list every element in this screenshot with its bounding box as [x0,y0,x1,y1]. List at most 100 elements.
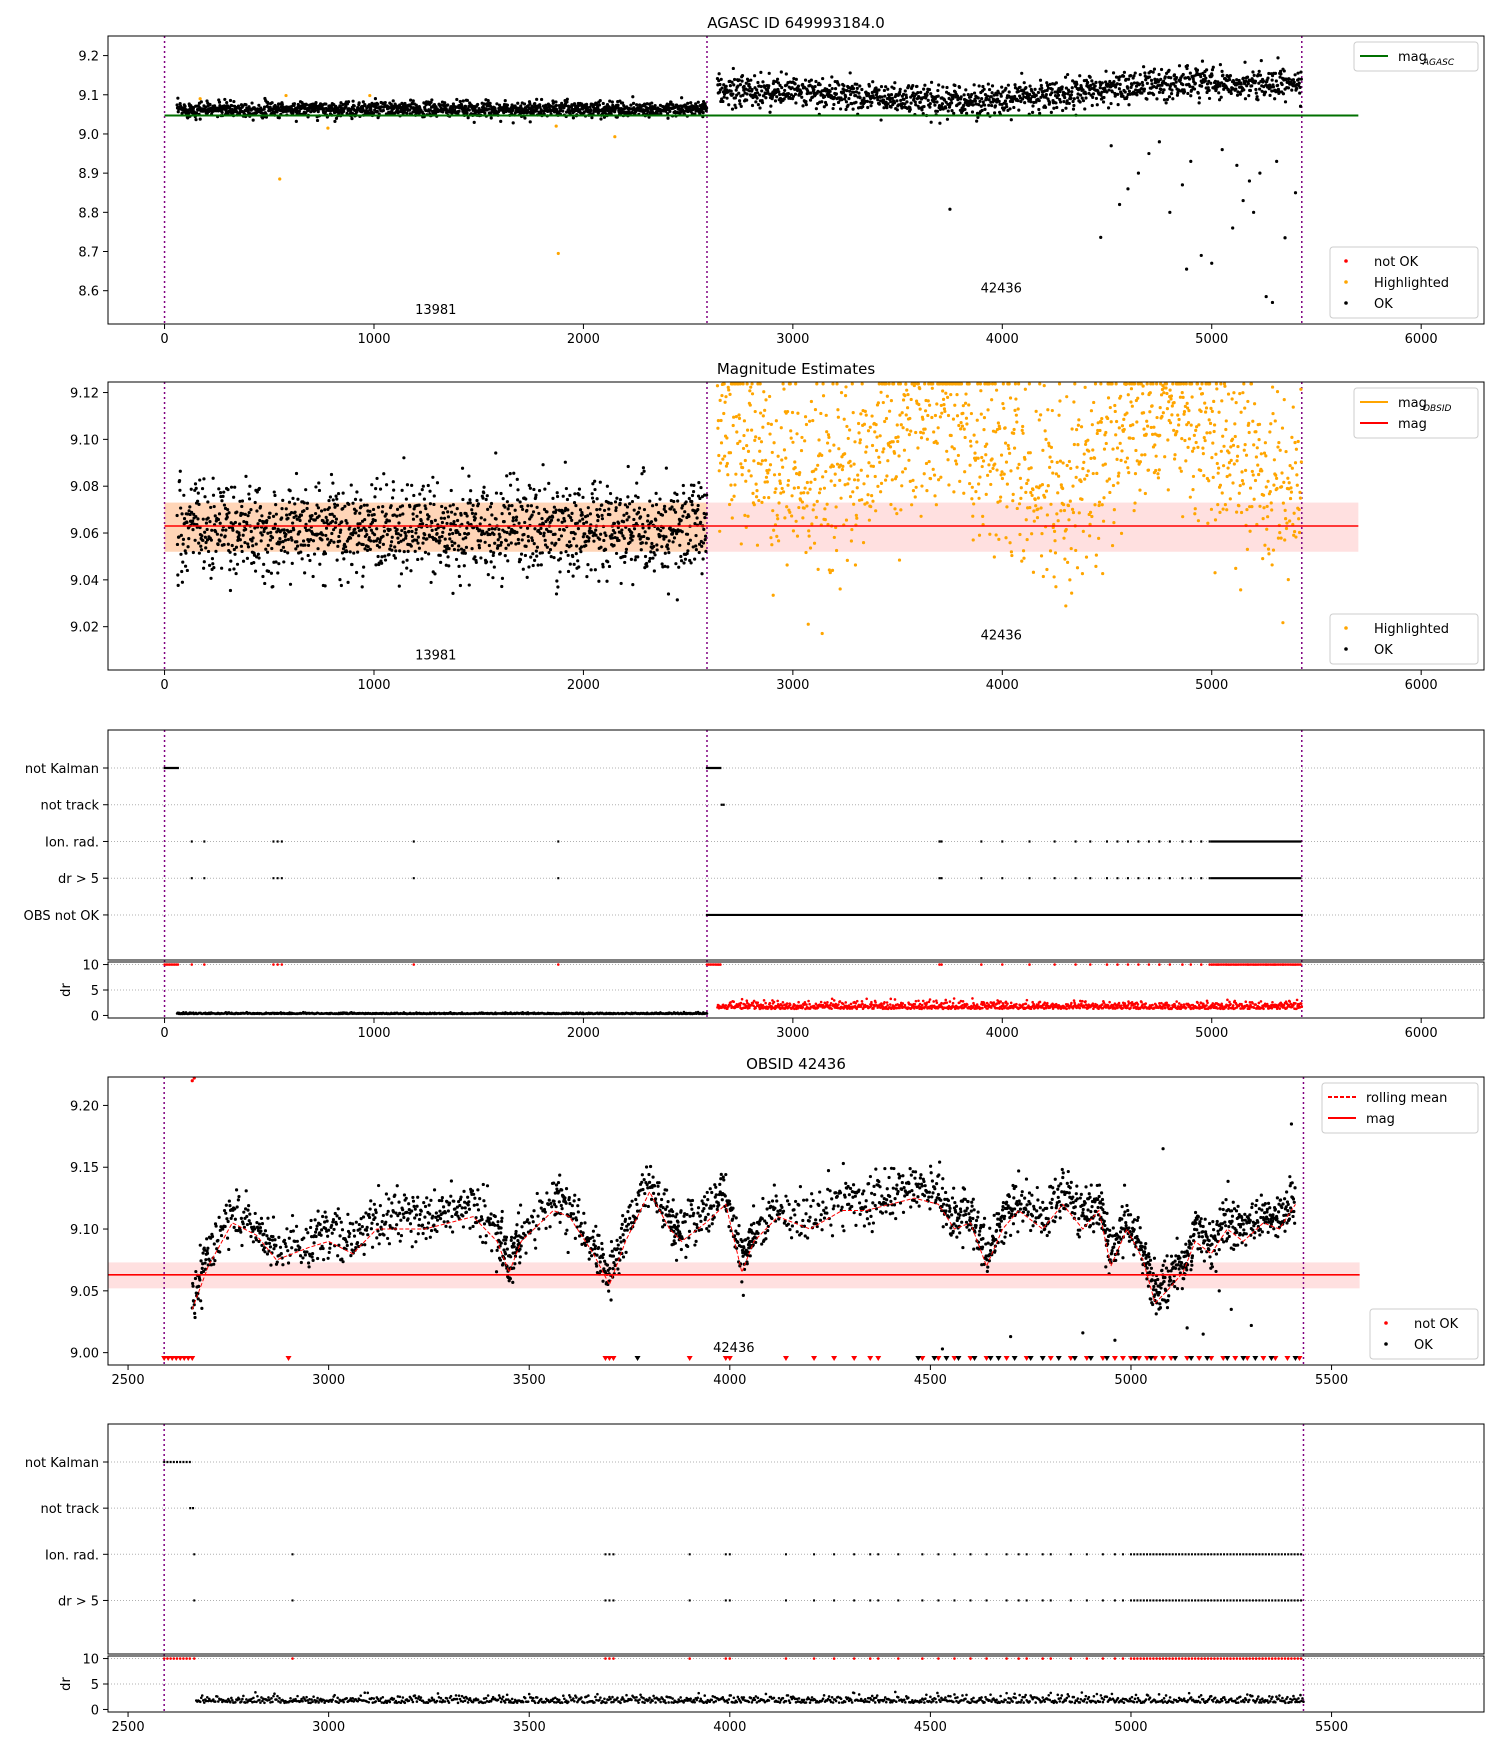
y-tick-label: 8.9 [78,167,99,182]
legend-box [1369,1308,1479,1360]
legend-label: mag [1398,417,1427,432]
flag-category-label: Ion. rad. [45,1548,99,1563]
dr-series-ok [175,1010,709,1016]
legend-marker [1344,259,1348,263]
legend-marker [1344,626,1348,630]
x-tick-label: 6000 [1405,332,1438,347]
y-tick-label: 9.08 [70,480,99,495]
legend-label: mag [1366,1112,1395,1127]
flag-category-label: dr > 5 [58,1594,99,1609]
dr-series-ok [194,1690,1305,1705]
x-tick-label: 1000 [357,678,390,693]
chart-panel-1: Magnitude Estimates 13981 42436 9.02 9.04 9.0… [70,360,1485,693]
series-ok-points [190,1122,1297,1351]
legend-label: not OK [1414,1317,1459,1332]
y-tick-label: 8.6 [78,285,99,300]
legend-box [1329,246,1479,319]
x-tick-label: 5000 [1195,678,1228,693]
y-tick-label: 9.04 [70,574,99,589]
obsid-label: 42436 [981,629,1022,644]
x-tick-label: 4000 [986,1026,1019,1041]
x-tick-label: 5500 [1315,1373,1348,1388]
dr-tick-label: 5 [91,1678,99,1693]
dr-axis-label: dr [59,983,74,997]
dr-tick-label: 0 [91,1009,99,1024]
flag-category-label: dr > 5 [58,872,99,887]
x-tick-label: 5500 [1315,1720,1348,1735]
dr-tick-label: 10 [82,959,99,974]
chart-panel-0: AGASC ID 649993184.0 13981 42436 8.6 8.7 8.8 8… [78,14,1485,347]
axes-frame [107,381,1485,671]
dr-tick-label: 10 [82,1653,99,1668]
legend-marker [1344,280,1348,284]
x-tick-label: 3500 [513,1720,546,1735]
x-tick-label: 3000 [776,332,809,347]
legend-label: OK [1414,1338,1433,1353]
flag-category-label: not track [40,1502,99,1517]
x-tick-label: 0 [160,678,168,693]
flag-category-label: not Kalman [25,1456,99,1471]
dr-tick-label: 5 [91,984,99,999]
x-tick-label: 4000 [713,1373,746,1388]
dr-clipped-points [162,1657,1303,1660]
legend-label: mag [1398,50,1427,65]
legend-box [1329,613,1479,665]
y-tick-label: 9.10 [70,433,99,448]
series-not-ok-points [190,1076,196,1083]
x-tick-label: 3500 [513,1373,546,1388]
legend-label: mag [1398,396,1427,411]
dr-axes-frame [107,961,1485,1019]
x-tick-label: 4000 [713,1720,746,1735]
x-tick-label: 0 [160,332,168,347]
flag-category-label: Ion. rad. [45,835,99,850]
x-tick-label: 5000 [1195,332,1228,347]
flags-panel-4: not Kalman not track Ion. rad. dr > 5 0 5 10 dr… [25,1423,1485,1735]
legend-marker [1344,301,1348,305]
x-tick-label: 3000 [312,1373,345,1388]
x-tick-label: 5000 [1195,1026,1228,1041]
axes-frame [107,1423,1485,1655]
x-tick-label: 2000 [567,332,600,347]
y-tick-label: 9.2 [78,50,99,65]
flag-category-label: not track [40,799,99,814]
y-tick-label: 9.00 [70,1347,99,1362]
limit-markers [161,1356,1303,1361]
obsid-label: 42436 [713,1341,754,1356]
legend-subscript: OBSID [1423,404,1452,414]
x-tick-label: 2000 [567,1026,600,1041]
y-tick-label: 8.7 [78,246,99,261]
x-tick-label: 2500 [112,1720,145,1735]
rolling-mean-line [191,1190,1296,1310]
chart-title: AGASC ID 649993184.0 [707,14,885,32]
x-tick-label: 3000 [776,678,809,693]
x-tick-label: 4500 [914,1373,947,1388]
dr-axis-label: dr [59,1677,74,1691]
x-tick-label: 6000 [1405,678,1438,693]
legend-label: OK [1374,643,1393,658]
dr-tick-label: 0 [91,1703,99,1718]
obsid-label: 13981 [415,303,456,318]
y-tick-label: 9.06 [70,527,99,542]
x-tick-label: 4500 [914,1720,947,1735]
legend-box [1353,41,1479,72]
x-tick-label: 6000 [1405,1026,1438,1041]
legend-box [1321,1082,1479,1134]
x-tick-label: 2000 [567,678,600,693]
axes-frame [107,729,1485,961]
x-tick-label: 0 [160,1026,168,1041]
x-tick-label: 5000 [1114,1720,1147,1735]
chart-panel-3: OBSID 42436 42436 9.00 9.05 9.10 9.15 9.20 2500… [70,1055,1485,1388]
chart-title: Magnitude Estimates [717,360,875,378]
legend-marker [1344,647,1348,651]
legend-marker [1384,1321,1388,1325]
legend-label: OK [1374,297,1393,312]
x-tick-label: 3000 [776,1026,809,1041]
y-tick-label: 9.05 [70,1285,99,1300]
x-tick-label: 4000 [986,678,1019,693]
dr-axes-frame [107,1655,1485,1713]
y-tick-label: 9.02 [70,621,99,636]
y-tick-label: 9.1 [78,89,99,104]
x-tick-label: 3000 [312,1720,345,1735]
flag-category-label: not Kalman [25,762,99,777]
